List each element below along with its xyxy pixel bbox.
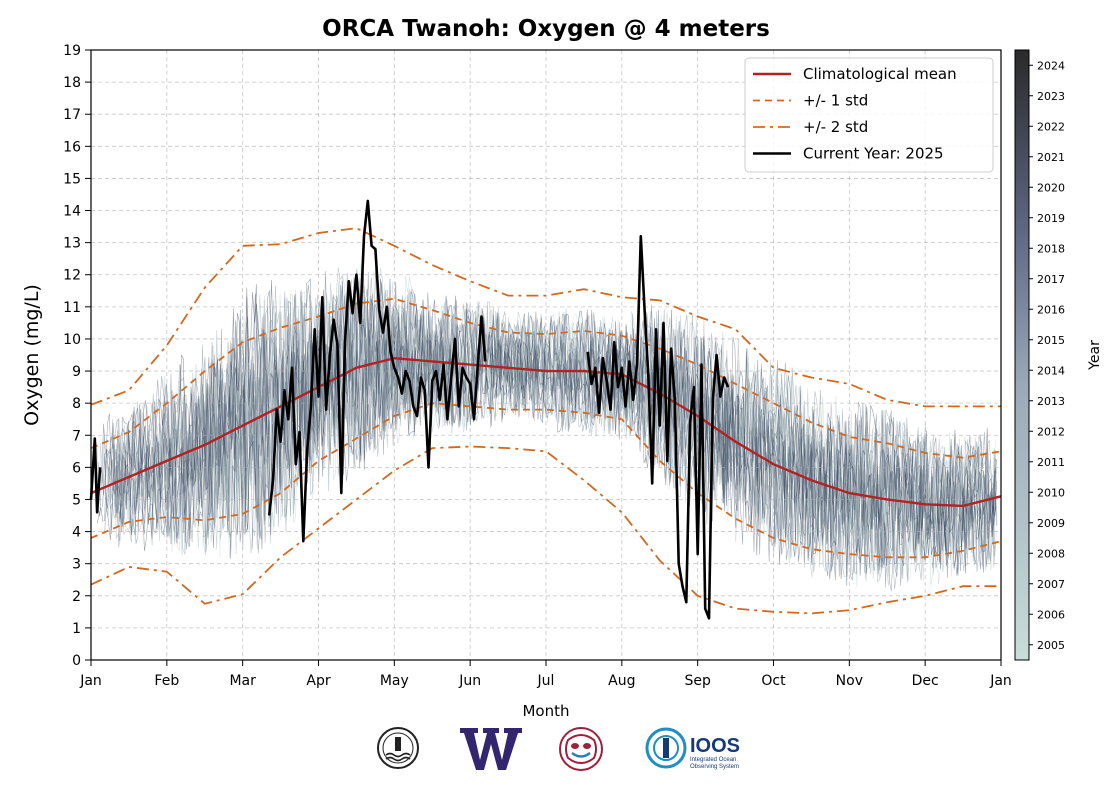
y-tick-label-17: 17	[63, 107, 81, 123]
x-tick-label-11: Dec	[912, 673, 939, 689]
colorbar-label-2021: 2021	[1037, 151, 1065, 164]
colorbar-label-2009: 2009	[1037, 517, 1065, 530]
colorbar-label-2008: 2008	[1037, 547, 1065, 560]
colorbar-label-2024: 2024	[1037, 59, 1065, 72]
current-year-line	[89, 199, 730, 620]
x-tick-label-3: Apr	[306, 673, 330, 689]
x-tick-label-0: Jan	[79, 673, 102, 689]
x-tick-label-1: Feb	[154, 673, 179, 689]
colorbar-label-2017: 2017	[1037, 273, 1065, 286]
colorbar-label-2018: 2018	[1037, 242, 1065, 255]
colorbar-label-2014: 2014	[1037, 364, 1065, 377]
y-tick-label-11: 11	[63, 300, 81, 316]
colorbar-label-2012: 2012	[1037, 425, 1065, 438]
y-tick-label-1: 1	[72, 621, 81, 637]
uw-w-logo	[460, 728, 522, 770]
x-tick-label-8: Sep	[684, 673, 711, 689]
mean-line-path	[90, 356, 1002, 508]
chart-title: ORCA Twanoh: Oxygen @ 4 meters	[322, 16, 770, 42]
colorbar-title: Year	[1087, 340, 1103, 371]
x-tick-label-12: Jan	[989, 673, 1012, 689]
history-trace-2018	[104, 265, 996, 591]
climatological-mean-line	[90, 356, 1002, 508]
x-axis-label: Month	[522, 702, 569, 720]
y-tick-label-3: 3	[72, 557, 81, 573]
colorbar-label-2006: 2006	[1037, 608, 1065, 621]
historical-years-traces	[95, 263, 998, 591]
legend: Climatological mean +/- 1 std +/- 2 std Cur…	[744, 57, 994, 173]
svg-text:IOOS: IOOS	[690, 735, 740, 757]
y-axis-label: Oxygen (mg/L)	[21, 284, 43, 426]
x-tick-label-5: Jun	[458, 673, 481, 689]
colorbar-label-2020: 2020	[1037, 181, 1065, 194]
x-tick-label-4: May	[380, 673, 409, 689]
colorbar-label-2022: 2022	[1037, 120, 1065, 133]
y-tick-label-12: 12	[63, 268, 81, 284]
colorbar-label-2015: 2015	[1037, 334, 1065, 347]
sponsor-logos: IOOS Integrated Ocean Observing System	[0, 722, 1120, 778]
x-tick-label-9: Oct	[761, 673, 786, 689]
y-tick-label-0: 0	[72, 653, 81, 669]
y-tick-label-9: 9	[72, 364, 81, 380]
y-tick-label-6: 6	[72, 460, 81, 476]
x-tick-label-10: Nov	[836, 673, 863, 689]
colorbar: 2005 2006 2007 2008 2009 2010 2011 2012 2013 2014…	[1014, 49, 1103, 661]
legend-label-0: Climatological mean	[803, 65, 957, 83]
y-tick-label-4: 4	[72, 525, 81, 541]
svg-text:Integrated Ocean: Integrated Ocean	[690, 757, 736, 763]
colorbar-label-2013: 2013	[1037, 395, 1065, 408]
y-tick-label-10: 10	[63, 332, 81, 348]
colorbar-label-2005: 2005	[1037, 639, 1065, 652]
native-art-logo	[559, 727, 603, 771]
ioos-logo: IOOS Integrated Ocean Observing System	[645, 727, 740, 770]
colorbar-label-2019: 2019	[1037, 212, 1065, 225]
std-bands	[90, 227, 1002, 615]
x-tick-label-7: Aug	[608, 673, 635, 689]
history-trace-2023	[96, 279, 997, 574]
oxygen-chart: ORCA Twanoh: Oxygen @ 4 meters 012345678…	[21, 16, 1103, 720]
colorbar-label-2016: 2016	[1037, 303, 1065, 316]
x-axis: Jan Feb Mar Apr May Jun Jul Aug Sep Oct Nov Dec Jan	[79, 660, 1012, 689]
history-trace-2022	[102, 284, 996, 574]
std2-upper-line	[90, 227, 1001, 408]
colorbar-gradient	[1014, 49, 1030, 661]
y-tick-label-2: 2	[72, 589, 81, 605]
noaa-style-seal-logo	[377, 727, 419, 769]
legend-label-2: +/- 2 std	[803, 118, 868, 136]
colorbar-label-2023: 2023	[1037, 90, 1065, 103]
std1-upper-line	[90, 297, 1002, 459]
colorbar-label-2007: 2007	[1037, 578, 1065, 591]
colorbar-label-2010: 2010	[1037, 486, 1065, 499]
legend-label-3: Current Year: 2025	[803, 145, 944, 163]
legend-box	[744, 57, 994, 173]
x-tick-label-2: Mar	[229, 673, 256, 689]
y-tick-label-18: 18	[63, 75, 81, 91]
svg-text:Observing System: Observing System	[690, 764, 739, 770]
y-tick-label-7: 7	[72, 428, 81, 444]
colorbar-label-2011: 2011	[1037, 456, 1065, 469]
x-tick-label-6: Jul	[537, 673, 555, 689]
y-tick-label-13: 13	[63, 236, 81, 252]
current-year-path	[89, 199, 730, 620]
y-tick-label-8: 8	[72, 396, 81, 412]
std2-lower-line	[90, 445, 1001, 615]
y-tick-label-16: 16	[63, 139, 81, 155]
y-tick-label-19: 19	[63, 43, 81, 59]
y-tick-label-5: 5	[72, 492, 81, 508]
history-trace-2024	[116, 277, 997, 571]
y-tick-label-14: 14	[63, 204, 81, 220]
legend-label-1: +/- 1 std	[803, 92, 868, 110]
y-tick-label-15: 15	[63, 171, 81, 187]
history-trace-2020	[95, 271, 997, 581]
